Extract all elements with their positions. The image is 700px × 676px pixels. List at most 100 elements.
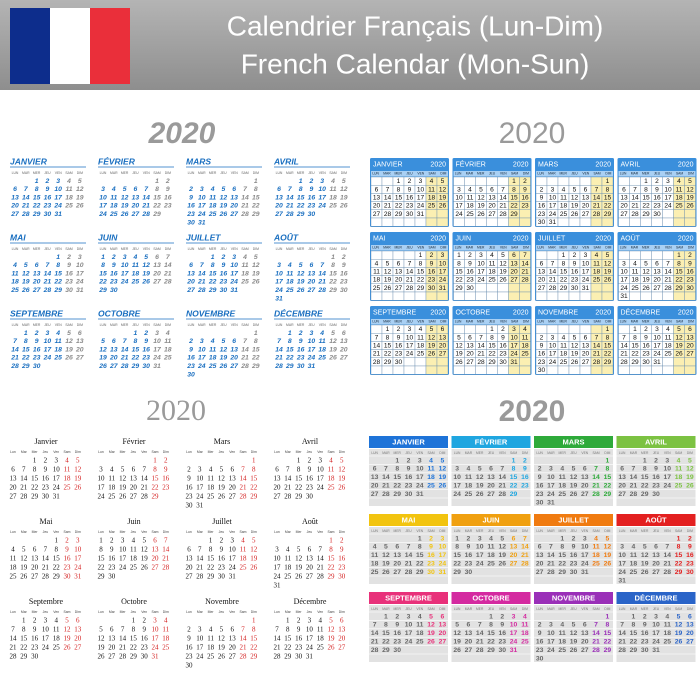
day: 12 — [65, 338, 73, 345]
day: 25 — [108, 493, 116, 501]
day: 19 — [477, 203, 485, 210]
day-cell — [618, 324, 630, 334]
day: 6 — [440, 613, 444, 620]
day-cell — [497, 365, 509, 375]
day: 20 — [686, 630, 694, 637]
weekday: JEU — [220, 247, 227, 251]
weekday: LUN — [100, 247, 107, 251]
day: 30 — [395, 359, 403, 366]
day: 16 — [652, 474, 660, 481]
day: 10 — [417, 186, 425, 193]
weekday: SAM — [329, 247, 337, 251]
day: 22 — [604, 482, 612, 489]
day: 15 — [54, 270, 62, 277]
day: 17 — [76, 270, 85, 277]
day-cell — [535, 176, 548, 186]
day: 25 — [130, 564, 138, 572]
day: 1 — [397, 178, 401, 185]
day: 25 — [284, 573, 292, 581]
day: 27 — [652, 569, 660, 576]
day: 22 — [416, 560, 424, 567]
day: 2 — [429, 535, 433, 542]
day: 30 — [570, 569, 578, 576]
day: 20 — [307, 279, 316, 286]
day: 7 — [288, 186, 293, 193]
day: 22 — [250, 644, 258, 652]
day: 27 — [130, 493, 138, 501]
day: 24 — [652, 638, 660, 645]
weekday: VEN — [416, 607, 423, 611]
day: 11 — [560, 342, 567, 349]
day: 24 — [547, 491, 555, 498]
day: 1 — [644, 178, 648, 185]
weekday: SAM — [241, 323, 249, 327]
day: 2 — [308, 457, 312, 465]
month-name: Juillet — [212, 517, 232, 526]
title-fr: Calendrier Français (Lun-Dim) — [227, 10, 604, 41]
day: 23 — [339, 279, 348, 286]
day: 26 — [439, 203, 447, 210]
day: 9 — [297, 626, 301, 634]
month-name: Octobre — [121, 597, 147, 606]
month-year: 2020 — [513, 309, 529, 316]
day: 3 — [455, 466, 459, 473]
day: 7 — [241, 466, 245, 474]
day: 26 — [686, 203, 694, 210]
day: 15 — [209, 270, 217, 277]
day: 8 — [455, 544, 459, 551]
day-cell — [618, 176, 630, 186]
day: 26 — [64, 644, 72, 652]
day: 30 — [186, 502, 194, 510]
day: 6 — [688, 326, 692, 333]
day: 6 — [655, 260, 659, 267]
day: 18 — [240, 555, 248, 563]
day: 29 — [384, 359, 392, 366]
day: 24 — [306, 644, 314, 652]
day-cell — [673, 209, 685, 219]
day: 1 — [54, 537, 58, 545]
weekday: JEU — [44, 323, 51, 327]
day: 19 — [65, 346, 73, 353]
day: 19 — [686, 194, 694, 201]
weekday: DIM — [523, 246, 529, 250]
day: 22 — [395, 203, 403, 210]
day: 21 — [240, 484, 248, 492]
day: 14 — [384, 194, 392, 201]
day: 19 — [382, 560, 390, 567]
day: 6 — [230, 466, 234, 474]
day: 18 — [54, 346, 62, 353]
day: 9 — [644, 334, 648, 341]
day: 1 — [395, 457, 399, 464]
day: 6 — [512, 252, 516, 259]
day: 14 — [664, 268, 672, 275]
day: 24 — [549, 359, 557, 366]
month-name: Juin — [127, 517, 140, 526]
day: 5 — [123, 186, 127, 193]
day: 27 — [31, 573, 39, 581]
weekday: Mar — [197, 530, 204, 534]
month-name: Avril — [302, 437, 319, 446]
day: 13 — [230, 194, 238, 201]
day: 31 — [416, 491, 424, 498]
month-header — [534, 514, 613, 526]
weekday: JEU — [653, 607, 660, 611]
day: 5 — [76, 457, 80, 465]
weekday: LUN — [276, 247, 283, 251]
day: 24 — [618, 569, 626, 576]
month-name: AOÛT — [645, 515, 667, 524]
weekday: Sam — [152, 450, 159, 454]
day: 16 — [31, 635, 39, 643]
day: 2 — [540, 186, 544, 193]
weekday: DIM — [77, 323, 83, 327]
day: 5 — [479, 186, 483, 193]
day: 10 — [121, 262, 129, 269]
day: 9 — [144, 338, 148, 345]
day: 27 — [620, 211, 628, 218]
day: 28 — [593, 359, 601, 366]
day: 3 — [123, 254, 127, 261]
day: 5 — [22, 546, 26, 554]
